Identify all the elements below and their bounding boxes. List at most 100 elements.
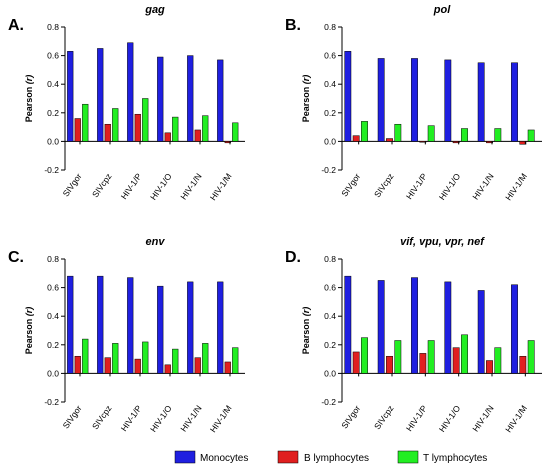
x-tick-label: HIV-1/P bbox=[119, 403, 144, 433]
x-tick-label: SIVgor bbox=[61, 171, 84, 198]
bar-b-lymphocytes bbox=[74, 118, 81, 142]
x-tick-label: SIVgor bbox=[339, 403, 362, 430]
bar-monocytes bbox=[444, 281, 452, 374]
bar-t-lymphocytes bbox=[142, 98, 149, 142]
bar-t-lymphocytes bbox=[394, 340, 402, 374]
legend: Monocytes B lymphocytes T lymphocytes bbox=[174, 450, 487, 464]
y-axis-label-text: Pearson bbox=[301, 84, 311, 122]
panel-title: vif, vpu, vpr, nef bbox=[400, 236, 485, 248]
bar-monocytes bbox=[97, 48, 104, 142]
bar-t-lymphocytes bbox=[461, 334, 468, 374]
y-tick-label: 0.8 bbox=[47, 22, 59, 32]
bar-monocytes bbox=[97, 275, 104, 374]
bar-monocytes bbox=[187, 55, 194, 142]
bar-b-lymphocytes bbox=[224, 361, 231, 374]
bar-b-lymphocytes bbox=[352, 351, 360, 374]
panel-title: env bbox=[146, 236, 166, 248]
y-axis-label-text: Pearson bbox=[301, 316, 311, 354]
x-tick-label: SIVcpz bbox=[90, 171, 114, 199]
bar-b-lymphocytes bbox=[519, 355, 527, 374]
bar-monocytes bbox=[511, 62, 518, 142]
y-tick-label: 0.8 bbox=[47, 254, 59, 264]
y-tick-label: 0.6 bbox=[324, 283, 336, 293]
chart-panel: A. gag Pearson (r) -0.2 0.0 0.2 0.4 0.6 0.8 SIVgo… bbox=[8, 4, 245, 202]
x-tick-label: HIV-1/O bbox=[437, 171, 463, 202]
x-tick-label: HIV-1/O bbox=[148, 171, 174, 202]
bar-t-lymphocytes bbox=[82, 338, 89, 374]
bar-monocytes bbox=[344, 275, 352, 374]
y-tick-label: 0.4 bbox=[47, 311, 59, 321]
bar-t-lymphocytes bbox=[427, 125, 435, 142]
bar-b-lymphocytes bbox=[486, 141, 493, 144]
y-tick-label: 0.4 bbox=[324, 79, 336, 89]
bar-b-lymphocytes bbox=[386, 355, 393, 374]
bar-b-lymphocytes bbox=[486, 360, 493, 374]
panel-letter: C. bbox=[8, 249, 24, 266]
legend-label-b-lymphocytes: B lymphocytes bbox=[304, 453, 369, 464]
bar-t-lymphocytes bbox=[527, 340, 535, 374]
legend-swatch-monocytes bbox=[174, 450, 196, 464]
y-axis-label-symbol: (r) bbox=[301, 307, 311, 317]
y-tick-label: -0.2 bbox=[321, 397, 336, 407]
x-tick-label: HIV-1/N bbox=[470, 171, 495, 201]
x-tick-label: SIVgor bbox=[339, 171, 362, 198]
y-tick-label: 0.2 bbox=[47, 108, 59, 118]
y-axis-label-symbol: (r) bbox=[24, 75, 34, 85]
y-tick-label: 0.4 bbox=[324, 311, 336, 321]
chart-panel: C. env Pearson (r) -0.2 0.0 0.2 0.4 0.6 0.8 SIVgo… bbox=[8, 236, 245, 434]
panel-title: gag bbox=[144, 4, 165, 16]
bar-t-lymphocytes bbox=[82, 103, 89, 142]
y-axis-label-text: Pearson bbox=[24, 84, 34, 122]
x-tick-label: HIV-1/O bbox=[148, 403, 174, 434]
bar-monocytes bbox=[377, 58, 385, 142]
bar-t-lymphocytes bbox=[172, 348, 179, 374]
bar-t-lymphocytes bbox=[394, 123, 402, 142]
bar-monocytes bbox=[157, 285, 164, 374]
bar-b-lymphocytes bbox=[134, 358, 141, 374]
y-axis-label: Pearson (r) bbox=[301, 307, 311, 355]
x-tick-label: HIV-1/P bbox=[404, 403, 429, 433]
bar-monocytes bbox=[127, 42, 134, 142]
bar-b-lymphocytes bbox=[104, 357, 111, 374]
bar-monocytes bbox=[217, 281, 224, 374]
bar-monocytes bbox=[217, 59, 224, 142]
bar-monocytes bbox=[477, 290, 485, 374]
bar-t-lymphocytes bbox=[494, 347, 502, 374]
bar-b-lymphocytes bbox=[104, 123, 111, 142]
y-tick-label: 0.8 bbox=[324, 254, 336, 264]
y-axis-label-symbol: (r) bbox=[301, 75, 311, 85]
x-tick-label: SIVcpz bbox=[372, 171, 396, 199]
bar-b-lymphocytes bbox=[224, 141, 231, 144]
y-tick-label: 0.0 bbox=[47, 136, 59, 146]
bar-monocytes bbox=[411, 58, 418, 142]
x-tick-label: HIV-1/P bbox=[119, 171, 144, 201]
x-tick-label: HIV-1/N bbox=[178, 403, 203, 433]
chart-panel: D. vif, vpu, vpr, nef Pearson (r) -0.2 0.0 0.… bbox=[285, 236, 542, 434]
bar-b-lymphocytes bbox=[164, 364, 171, 374]
bar-monocytes bbox=[67, 51, 74, 142]
y-tick-label: 0.4 bbox=[47, 79, 59, 89]
bar-b-lymphocytes bbox=[164, 132, 171, 142]
bar-b-lymphocytes bbox=[134, 113, 141, 142]
bar-t-lymphocytes bbox=[232, 122, 239, 142]
y-tick-label: -0.2 bbox=[44, 165, 59, 175]
bar-t-lymphocytes bbox=[202, 115, 209, 142]
bar-t-lymphocytes bbox=[112, 108, 119, 142]
legend-label-t-lymphocytes: T lymphocytes bbox=[423, 453, 487, 464]
bar-t-lymphocytes bbox=[202, 343, 209, 374]
y-tick-label: 0.2 bbox=[324, 340, 336, 350]
bar-b-lymphocytes bbox=[452, 347, 460, 374]
bar-t-lymphocytes bbox=[527, 129, 535, 142]
bar-b-lymphocytes bbox=[194, 357, 201, 374]
y-axis-label: Pearson (r) bbox=[24, 75, 34, 123]
bar-monocytes bbox=[411, 277, 418, 374]
bar-b-lymphocytes bbox=[194, 129, 201, 142]
bar-t-lymphocytes bbox=[361, 121, 368, 142]
y-tick-label: 0.8 bbox=[324, 22, 336, 32]
bar-monocytes bbox=[377, 280, 385, 374]
legend-swatch-b-lymphocytes bbox=[277, 450, 299, 464]
y-tick-label: 0.0 bbox=[324, 368, 336, 378]
x-tick-label: HIV-1/M bbox=[503, 171, 529, 202]
y-tick-label: 0.2 bbox=[324, 108, 336, 118]
